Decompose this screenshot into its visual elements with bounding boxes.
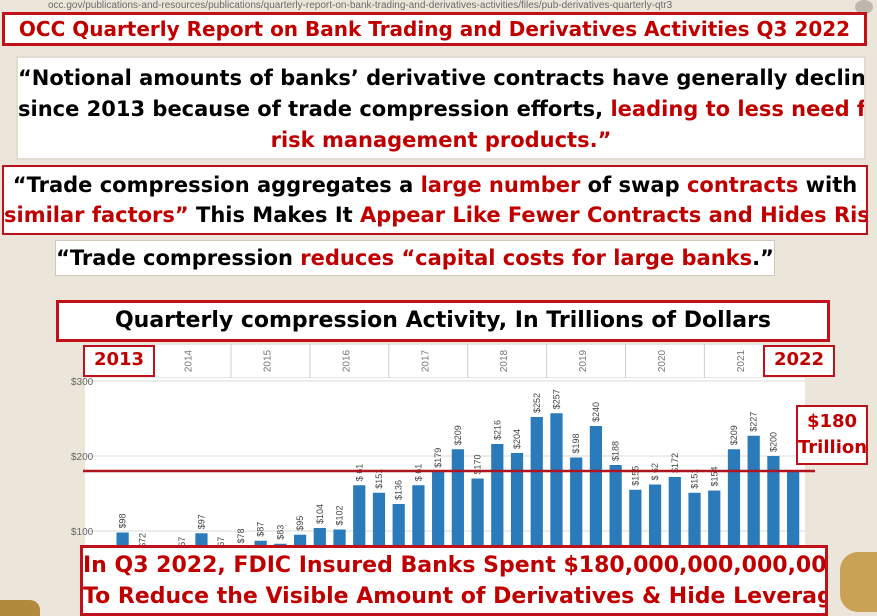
bar-value-label: $98 [118,513,128,528]
y-tick-label: $300 [71,377,94,388]
bar-value-label: $209 [453,425,463,445]
bar-value-label: $97 [196,514,206,529]
bar-value-label: $136 [394,480,404,500]
quote-capital-costs: “Trade compression reduces “capital cost… [55,240,775,276]
bar-value-label: $252 [532,393,542,413]
quote2-line2: similar factors” This Makes It Appear Li… [4,200,866,230]
bottom-callout: In Q3 2022, FDIC Insured Banks Spent $18… [80,545,828,616]
year-tick-label: 2020 [657,349,668,372]
bar-value-label: $67 [216,537,226,552]
year-tick-label: 2021 [736,349,747,372]
report-title: OCC Quarterly Report on Bank Trading and… [2,12,867,46]
q2-text-a: “Trade compression aggregates a [12,173,421,197]
bar-value-label: $209 [729,425,739,445]
bar-value-label: $204 [512,429,522,449]
year-tick-label: 2014 [184,349,195,372]
year-end-label: 2022 [763,345,835,377]
q2-text-c: of swap [580,173,687,197]
q2-highlight-large-number: large number [420,173,581,197]
trillion-annotation: $180 Trillion [796,405,868,465]
bottom-line1: In Q3 2022, FDIC Insured Banks Spent $18… [83,553,828,578]
bar-value-label: $170 [473,454,483,474]
quote1-line2-text: since 2013 because of trade compression … [18,97,611,121]
quote1-line2-highlight: leading to less need for [610,97,866,121]
bar-value-label: $188 [611,441,621,461]
q2-text-e: with [798,173,858,197]
bottom-line2: To Reduce the Visible Amount of Derivati… [83,584,828,609]
year-tick-label: 2016 [341,349,352,372]
chart-title: Quarterly compression Activity, In Trill… [56,300,830,342]
bar-value-label: $216 [492,420,502,440]
q3-highlight: reduces “capital costs for large banks [300,246,753,270]
bar-value-label: $155 [630,466,640,486]
year-tick-label: 2015 [263,349,274,372]
bar-value-label: $102 [335,505,345,525]
y-tick-label: $200 [71,452,94,463]
year-tick-label: 2018 [499,349,510,372]
bar-value-label: $257 [551,389,561,409]
bar-value-label: $151 [374,469,384,489]
bar-value-label: $154 [709,466,719,486]
q2-text-makes: This Makes It [188,203,360,227]
bar-value-label: $ 61 [354,464,364,482]
bar-value-label: $198 [571,433,581,453]
bar-value-label: $227 [749,412,759,432]
year-tick-label: 2017 [420,349,431,372]
annotation-unit: Trillion [798,437,868,458]
bar-value-label: $72 [137,533,147,548]
bar-value-label: $200 [768,432,778,452]
channel-logo-left-icon [0,600,40,616]
year-start-label: 2013 [83,345,155,377]
q3-text-a: “Trade compression [56,246,301,270]
bar-value-label: $67 [177,537,187,552]
menu-dots-icon[interactable] [855,0,873,14]
year-tick-label: 2019 [578,349,589,372]
quote1-line1: “Notional amounts of banks’ derivative c… [18,66,866,90]
bar-value-label: $151 [690,469,700,489]
q2-highlight-contracts: contracts [686,173,799,197]
channel-logo-icon [840,552,877,612]
bar-value-label: $83 [275,525,285,540]
bar-value-label: $240 [591,402,601,422]
bar-value-label: $ 61 [413,464,423,482]
q2-highlight-hides-risk: Appear Like Fewer Contracts and Hides Ri… [359,203,868,227]
quote1-line2: since 2013 because of trade compression … [18,94,864,125]
y-tick-label: $100 [71,527,94,538]
q2-highlight-similar: similar factors” [4,203,189,227]
bar-value-label: $78 [236,528,246,543]
bar-value-label: $87 [256,522,266,537]
bar-value-label: $95 [295,516,305,531]
source-url: occ.gov/publications-and-resources/publi… [48,0,673,11]
quote2-line1: “Trade compression aggregates a large nu… [4,170,866,200]
q3-text-c: .” [752,246,774,270]
bar-value-label: $104 [315,504,325,524]
annotation-amount: $180 [806,411,858,432]
bar-value-label: $179 [433,448,443,468]
bar-value-label: $172 [670,453,680,473]
quote-trade-compression: “Trade compression aggregates a large nu… [2,165,868,235]
quote-notional-amounts: “Notional amounts of banks’ derivative c… [16,56,866,160]
quote1-line3: risk management products.” [270,128,612,152]
